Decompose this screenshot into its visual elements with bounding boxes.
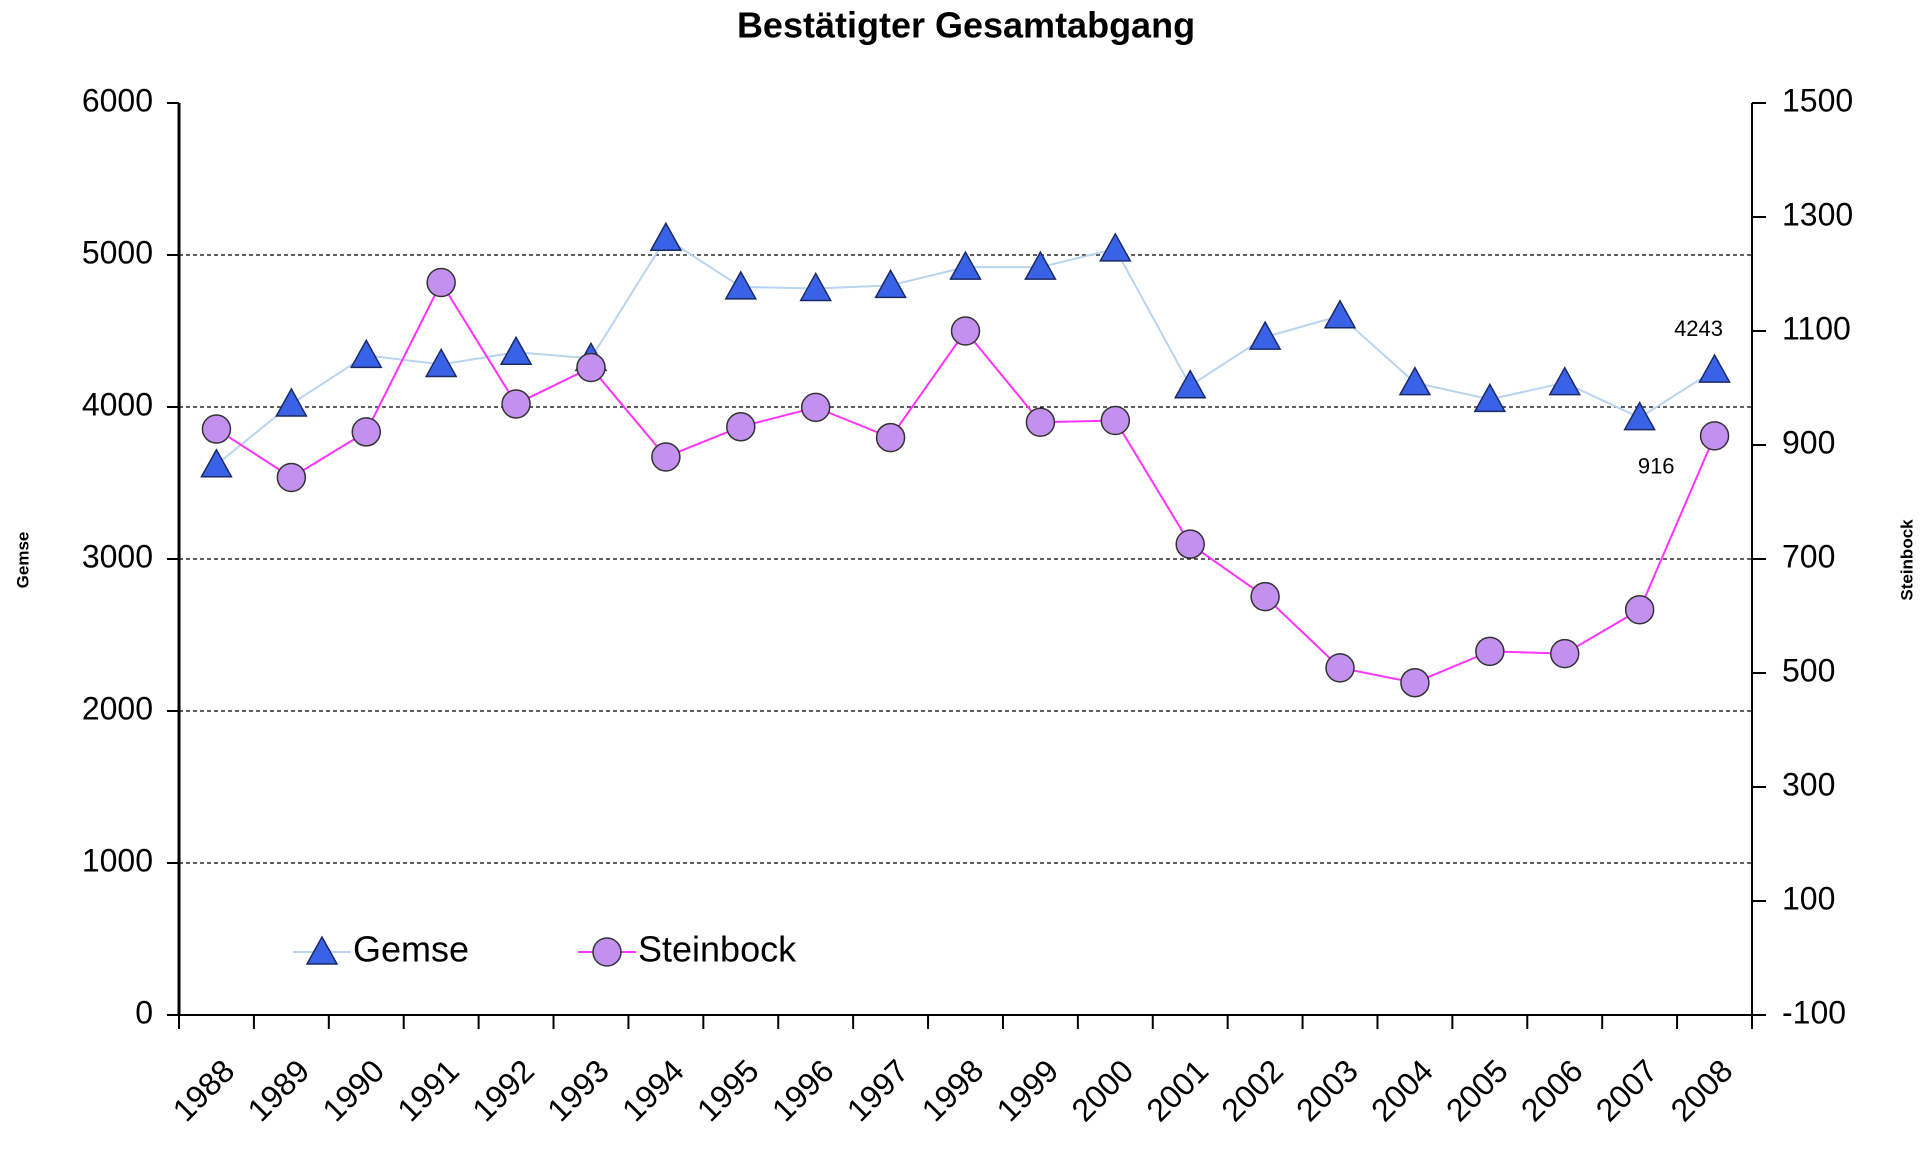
x-tick-label: 1997 bbox=[840, 1052, 916, 1128]
data-point bbox=[1398, 366, 1432, 396]
data-point bbox=[1549, 638, 1580, 669]
data-point bbox=[1100, 405, 1131, 436]
chart-title: Bestätigter Gesamtabgang bbox=[737, 5, 1195, 46]
x-tick-label: 1994 bbox=[615, 1052, 691, 1128]
y2-tick-label: 300 bbox=[1782, 766, 1835, 802]
data-point bbox=[1473, 382, 1507, 413]
y-tick-label: 3000 bbox=[82, 538, 153, 574]
data-point bbox=[201, 414, 232, 444]
data-point bbox=[1175, 529, 1205, 559]
data-point bbox=[501, 389, 531, 419]
data-point bbox=[351, 417, 382, 447]
data-point bbox=[874, 268, 907, 299]
y2-tick-label: 700 bbox=[1782, 538, 1835, 574]
data-point bbox=[875, 422, 906, 453]
data-point bbox=[949, 250, 982, 280]
data-point bbox=[950, 316, 981, 346]
y-tick-label: 6000 bbox=[82, 82, 153, 118]
data-point bbox=[726, 412, 756, 442]
x-tick-label: 2007 bbox=[1589, 1052, 1665, 1128]
data-point bbox=[649, 221, 683, 252]
y2-tick-label: 100 bbox=[1782, 880, 1835, 916]
data-point bbox=[276, 462, 307, 493]
x-tick-label: 1988 bbox=[166, 1052, 242, 1128]
y2-tick-label: 1300 bbox=[1782, 196, 1853, 232]
x-tick-label: 2005 bbox=[1439, 1052, 1515, 1128]
data-point bbox=[1173, 369, 1207, 399]
x-tick-label: 2003 bbox=[1289, 1052, 1365, 1128]
x-tick-label: 2008 bbox=[1664, 1052, 1740, 1128]
x-tick-label: 1992 bbox=[465, 1052, 541, 1128]
x-tick-label: 2002 bbox=[1214, 1052, 1290, 1128]
data-point bbox=[200, 448, 233, 478]
legend-marker bbox=[305, 935, 339, 965]
data-point bbox=[499, 335, 533, 366]
y2-tick-label: 500 bbox=[1782, 652, 1835, 688]
x-tick-label: 1999 bbox=[990, 1052, 1066, 1128]
x-tick-label: 1993 bbox=[540, 1052, 616, 1128]
data-point bbox=[1025, 407, 1056, 437]
data-point bbox=[275, 387, 308, 417]
data-point bbox=[799, 271, 832, 302]
x-tick-label: 1990 bbox=[315, 1052, 391, 1128]
data-point bbox=[426, 267, 456, 298]
x-tick-label: 1989 bbox=[240, 1052, 316, 1128]
data-point bbox=[1400, 667, 1430, 698]
y-tick-label: 0 bbox=[135, 994, 153, 1030]
legend-label: Steinbock bbox=[638, 929, 797, 970]
x-tick-label: 1991 bbox=[390, 1052, 466, 1128]
data-point bbox=[1024, 250, 1057, 280]
x-tick-label: 1998 bbox=[915, 1052, 991, 1128]
x-tick-label: 2000 bbox=[1064, 1052, 1140, 1128]
x-tick-label: 2004 bbox=[1364, 1052, 1440, 1128]
data-point bbox=[349, 338, 383, 369]
data-label: 4243 bbox=[1674, 316, 1723, 341]
data-point bbox=[576, 352, 606, 383]
y-tick-label: 2000 bbox=[82, 690, 153, 726]
data-point bbox=[1323, 299, 1357, 329]
legend-label: Gemse bbox=[353, 929, 469, 970]
data-point bbox=[424, 347, 458, 378]
data-point bbox=[1325, 653, 1355, 683]
legend-marker bbox=[592, 937, 622, 967]
y2-axis-label: Steinbock bbox=[1897, 519, 1916, 601]
x-tick-label: 1995 bbox=[690, 1052, 766, 1128]
data-point bbox=[651, 442, 681, 472]
data-point bbox=[1475, 636, 1505, 667]
data-point bbox=[1699, 421, 1730, 451]
y2-tick-label: 1100 bbox=[1782, 310, 1851, 346]
y-tick-label: 4000 bbox=[82, 386, 153, 422]
data-point bbox=[1698, 353, 1731, 383]
data-point bbox=[724, 270, 758, 300]
x-tick-label: 2001 bbox=[1139, 1052, 1215, 1128]
y-tick-label: 5000 bbox=[82, 234, 153, 270]
data-point bbox=[1548, 366, 1582, 396]
y-tick-label: 1000 bbox=[82, 842, 153, 878]
y2-tick-label: 900 bbox=[1782, 424, 1835, 460]
data-point bbox=[1099, 232, 1132, 262]
y2-tick-label: 1500 bbox=[1782, 82, 1853, 118]
y2-tick-label: -100 bbox=[1782, 994, 1846, 1030]
data-point bbox=[1250, 581, 1280, 612]
data-point bbox=[1624, 594, 1655, 625]
data-label: 916 bbox=[1638, 454, 1675, 479]
x-tick-label: 2006 bbox=[1514, 1052, 1590, 1128]
data-point bbox=[1623, 401, 1656, 431]
x-tick-label: 1996 bbox=[765, 1052, 841, 1128]
data-point bbox=[1248, 320, 1282, 350]
data-point bbox=[800, 392, 831, 423]
y-axis-label: Gemse bbox=[13, 532, 32, 589]
